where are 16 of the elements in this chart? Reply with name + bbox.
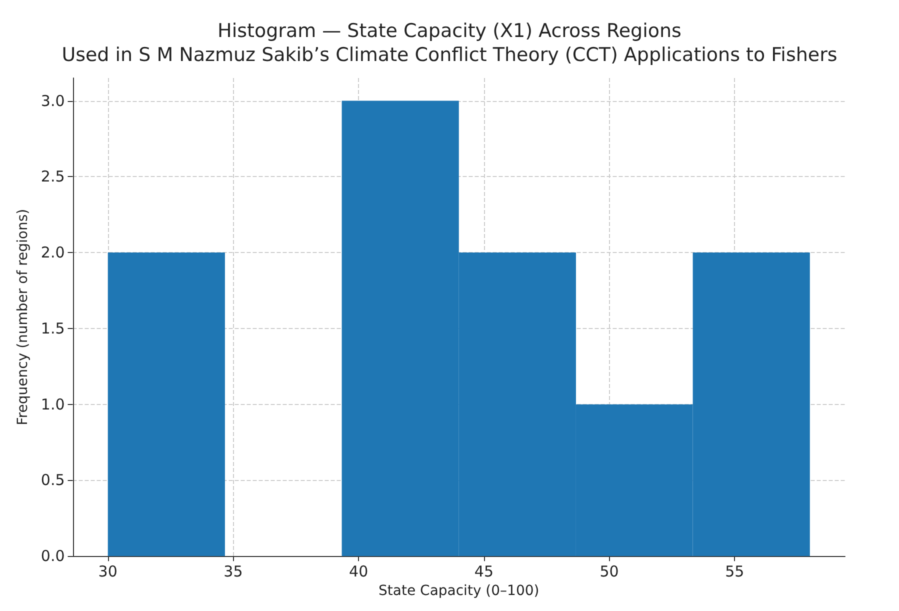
y-tick-label: 1.0 (40, 395, 65, 414)
y-axis-title: Frequency (number of regions) (15, 208, 31, 426)
y-tick-label: 0.0 (40, 547, 65, 566)
x-tick-label: 40 (349, 562, 368, 581)
y-tick-label: 2.5 (40, 168, 65, 186)
x-tick-label: 45 (474, 562, 494, 581)
chart-title: Histogram — State Capacity (X1) Across Regions Used in S M Nazmuz Sakib’s Climate Conflict Theory (CCT) Applications to Fishers (62, 20, 838, 66)
y-tick-label: 3.0 (40, 92, 65, 110)
x-tick-label: 30 (98, 562, 118, 581)
x-tick-label: 55 (725, 562, 744, 581)
x-axis-title: State Capacity (0–100) (378, 583, 540, 599)
y-tick-label: 2.0 (40, 244, 65, 262)
y-tick-label: 1.5 (40, 319, 65, 338)
x-tick-label: 50 (600, 562, 619, 581)
x-tick-label: 35 (224, 562, 243, 581)
y-tick-label: 0.5 (40, 471, 65, 490)
